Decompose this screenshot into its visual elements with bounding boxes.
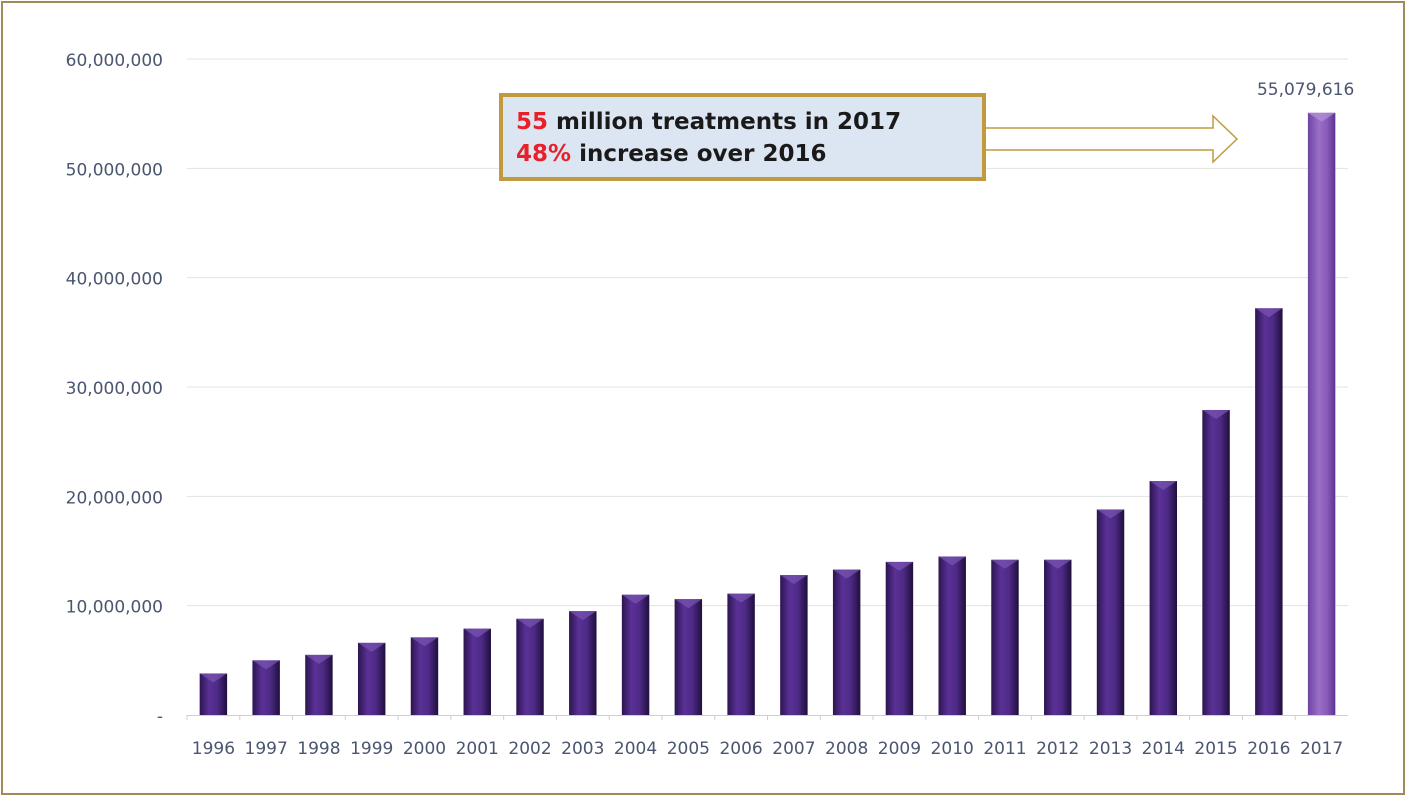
annotation-highlight-2: 48% [516, 141, 572, 167]
annotation-text-1: million treatments in 2017 [548, 109, 902, 135]
bar-2017 [1307, 112, 1336, 715]
bar-cap-2000 [410, 637, 439, 647]
bar-cap-1997 [252, 660, 280, 670]
bar-cap-1999 [357, 642, 386, 652]
bar-2005 [674, 599, 703, 715]
x-tick-label: 2002 [508, 739, 551, 759]
x-tick-label: 2011 [983, 739, 1026, 759]
x-tick-label: 2005 [667, 739, 710, 759]
y-tick-label: 30,000,000 [66, 379, 163, 399]
bar-1998 [305, 654, 333, 715]
x-tick-label: 2014 [1142, 739, 1185, 759]
bar-cap-2014 [1149, 481, 1178, 491]
bar-2013 [1096, 509, 1125, 715]
data-label: 55,079,616 [1257, 80, 1354, 100]
x-tick-label: 1997 [245, 739, 288, 759]
x-tick-label: 2000 [403, 739, 446, 759]
x-tick-label: 1996 [192, 739, 235, 759]
annotation-line-1: 55 million treatments in 2017 [516, 106, 982, 138]
bar-cap-2005 [674, 599, 703, 609]
x-tick-label: 2012 [1036, 739, 1079, 759]
bars [199, 112, 1336, 715]
bar-cap-2009 [885, 561, 914, 571]
annotation-line-2: 48% increase over 2016 [516, 138, 982, 170]
x-tick-label: 2004 [614, 739, 657, 759]
x-tick-label: 1998 [297, 739, 340, 759]
bar-cap-1996 [199, 673, 228, 683]
annotation-highlight-1: 55 [516, 109, 549, 135]
y-tick-label: 40,000,000 [66, 270, 163, 290]
bar-2001 [463, 628, 491, 715]
bar-2002 [516, 618, 544, 715]
x-tick-label: 1999 [350, 739, 393, 759]
x-tick-label: 2001 [456, 739, 499, 759]
y-tick-label: - [157, 707, 163, 727]
x-tick-label: 2015 [1194, 739, 1237, 759]
x-tick-label: 2008 [825, 739, 868, 759]
bar-cap-2017 [1307, 112, 1336, 122]
x-tick-label: 2003 [561, 739, 604, 759]
bar-cap-2008 [832, 569, 861, 579]
y-tick-label: 20,000,000 [66, 488, 163, 508]
bar-1999 [357, 642, 386, 715]
bar-2012 [1044, 559, 1072, 715]
bar-cap-2006 [727, 593, 755, 603]
y-tick-label: 60,000,000 [66, 51, 163, 71]
data-labels: 55,079,616 [1257, 80, 1354, 100]
bar-cap-2011 [991, 559, 1019, 569]
bar-2014 [1149, 481, 1178, 715]
y-axis-tick-labels: - 10,000,000 20,000,000 30,000,000 40,000,00… [66, 51, 163, 727]
x-axis-tick-labels: 1996 1997 1998 1999 2000 2001 2002 2003 2004 2005… [192, 739, 1343, 759]
bar-2004 [621, 594, 650, 715]
bar-cap-2004 [621, 594, 650, 604]
bar-cap-2001 [463, 628, 491, 638]
bar-cap-2007 [780, 575, 808, 585]
bar-2007 [780, 575, 808, 715]
bar-cap-2010 [938, 556, 966, 566]
bar-cap-2003 [569, 611, 597, 621]
bar-cap-2002 [516, 618, 544, 628]
x-tick-label: 2010 [931, 739, 974, 759]
x-tick-label: 2007 [772, 739, 815, 759]
bar-2010 [938, 556, 966, 715]
bar-1997 [252, 660, 280, 715]
bar-cap-1998 [305, 654, 333, 664]
bar-2003 [569, 611, 597, 715]
bar-2009 [885, 561, 914, 715]
bar-2006 [727, 593, 755, 715]
x-tick-label: 2016 [1247, 739, 1290, 759]
x-tick-label: 2006 [719, 739, 762, 759]
callout-arrow [984, 114, 1239, 164]
bar-2000 [410, 637, 439, 715]
bar-2016 [1255, 308, 1283, 715]
bar-cap-2015 [1202, 409, 1230, 419]
bar-cap-2012 [1044, 559, 1072, 569]
bar-2015 [1202, 409, 1230, 715]
annotation-text-2: increase over 2016 [571, 141, 827, 167]
x-tick-label: 2013 [1089, 739, 1132, 759]
annotation-callout: 55 million treatments in 2017 48% increa… [499, 93, 986, 181]
x-tick-label: 2009 [878, 739, 921, 759]
y-tick-label: 50,000,000 [66, 160, 163, 180]
bar-2011 [991, 559, 1019, 715]
y-tick-label: 10,000,000 [66, 598, 163, 618]
x-tick-label: 2017 [1300, 739, 1343, 759]
bar-2008 [832, 569, 861, 715]
bar-cap-2016 [1255, 308, 1283, 318]
bar-cap-2013 [1096, 509, 1125, 519]
